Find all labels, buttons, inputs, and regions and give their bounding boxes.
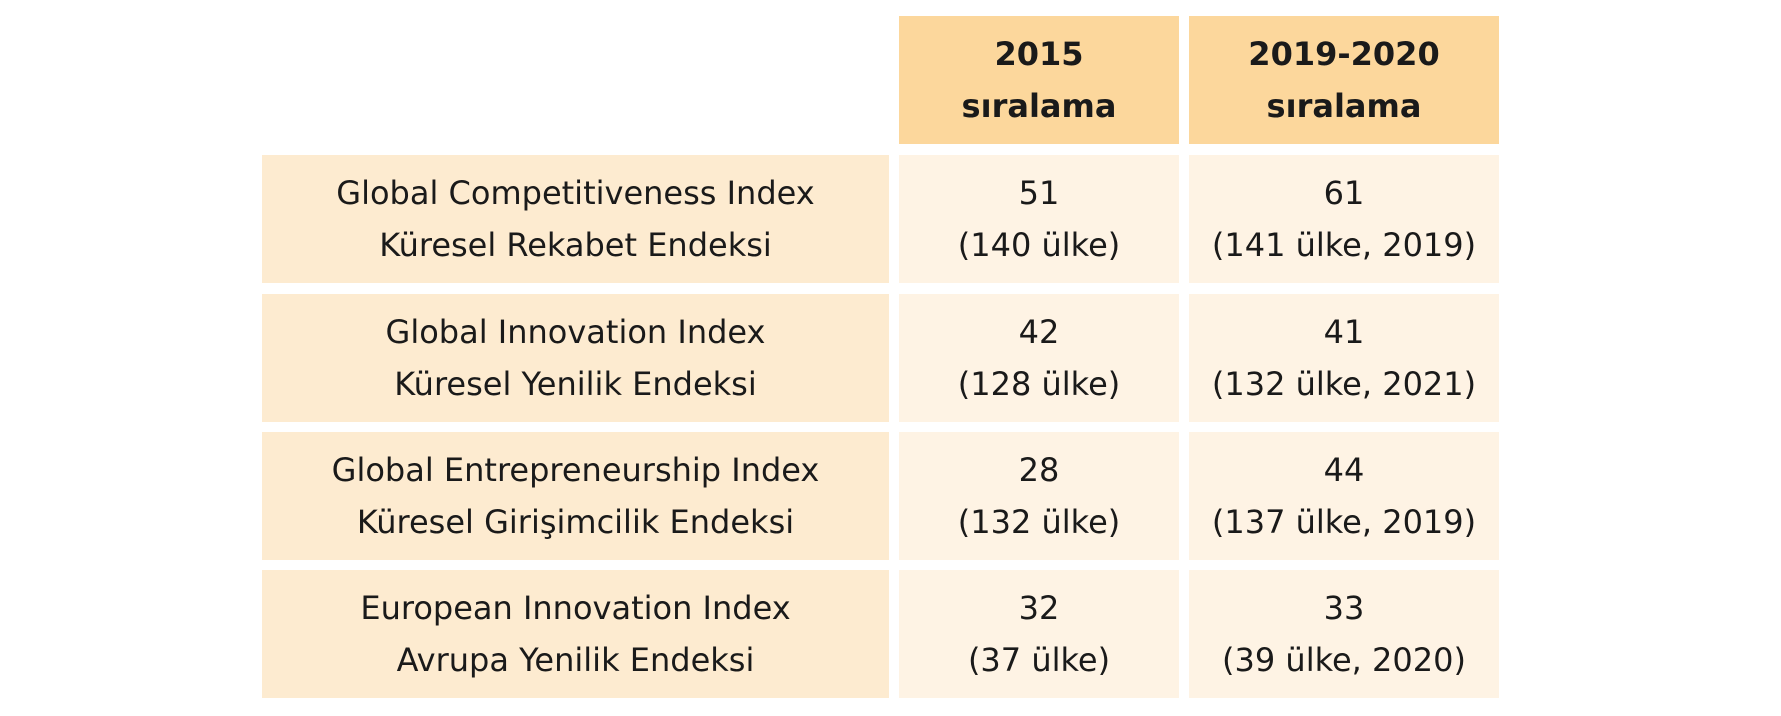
header-2019-2020-label: sıralama: [1266, 87, 1422, 125]
row-label-en: Global Entrepreneurship Index: [331, 451, 820, 489]
row-label-tr: Küresel Rekabet Endeksi: [379, 226, 772, 264]
value-2015-innovation: 42 (128 ülke): [899, 294, 1179, 422]
country-count: (37 ülke): [967, 641, 1111, 679]
value-2015-entrepreneurship: 28 (132 ülke): [899, 432, 1179, 560]
row-label-en: Global Competitiveness Index: [336, 174, 815, 212]
row-label-en: Global Innovation Index: [385, 313, 766, 351]
value-2019-innovation: 41 (132 ülke, 2021): [1189, 294, 1499, 422]
rank-value: 33: [1323, 589, 1365, 627]
country-count: (137 ülke, 2019): [1211, 503, 1477, 541]
country-count: (132 ülke): [957, 503, 1121, 541]
row-label-tr: Avrupa Yenilik Endeksi: [396, 641, 755, 679]
row-label-european-innovation: European Innovation Index Avrupa Yenilik…: [262, 570, 889, 698]
row-label-tr: Küresel Girişimcilik Endeksi: [356, 503, 795, 541]
row-label-competitiveness: Global Competitiveness Index Küresel Rek…: [262, 155, 889, 283]
rank-value: 32: [1018, 589, 1060, 627]
country-count: (141 ülke, 2019): [1211, 226, 1477, 264]
value-2015-european-innovation: 32 (37 ülke): [899, 570, 1179, 698]
row-label-entrepreneurship: Global Entrepreneurship Index Küresel Gi…: [262, 432, 889, 560]
country-count: (128 ülke): [957, 365, 1121, 403]
header-2015-label: sıralama: [961, 87, 1117, 125]
value-2015-competitiveness: 51 (140 ülke): [899, 155, 1179, 283]
row-label-tr: Küresel Yenilik Endeksi: [394, 365, 757, 403]
header-2019-2020: 2019-2020 sıralama: [1189, 16, 1499, 144]
row-label-innovation: Global Innovation Index Küresel Yenilik …: [262, 294, 889, 422]
value-2019-competitiveness: 61 (141 ülke, 2019): [1189, 155, 1499, 283]
rank-value: 28: [1018, 451, 1060, 489]
country-count: (132 ülke, 2021): [1211, 365, 1477, 403]
row-label-en: European Innovation Index: [360, 589, 791, 627]
header-2015-year: 2015: [994, 35, 1084, 73]
rank-value: 42: [1018, 313, 1060, 351]
country-count: (140 ülke): [957, 226, 1121, 264]
country-count: (39 ülke, 2020): [1222, 641, 1466, 679]
value-2019-european-innovation: 33 (39 ülke, 2020): [1189, 570, 1499, 698]
rank-value: 61: [1323, 174, 1365, 212]
rank-value: 44: [1323, 451, 1365, 489]
header-2019-2020-year: 2019-2020: [1248, 35, 1440, 73]
rank-value: 41: [1323, 313, 1365, 351]
header-2015: 2015 sıralama: [899, 16, 1179, 144]
value-2019-entrepreneurship: 44 (137 ülke, 2019): [1189, 432, 1499, 560]
rank-value: 51: [1018, 174, 1060, 212]
